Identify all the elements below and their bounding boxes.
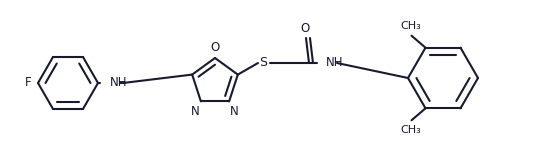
Text: O: O bbox=[210, 41, 220, 54]
Text: N: N bbox=[191, 105, 200, 118]
Text: CH₃: CH₃ bbox=[400, 21, 421, 31]
Text: O: O bbox=[300, 22, 310, 35]
Text: S: S bbox=[259, 57, 267, 70]
Text: CH₃: CH₃ bbox=[400, 125, 421, 135]
Text: NH: NH bbox=[110, 76, 128, 89]
Text: N: N bbox=[230, 105, 239, 118]
Text: NH: NH bbox=[326, 57, 343, 70]
Text: F: F bbox=[25, 76, 32, 89]
